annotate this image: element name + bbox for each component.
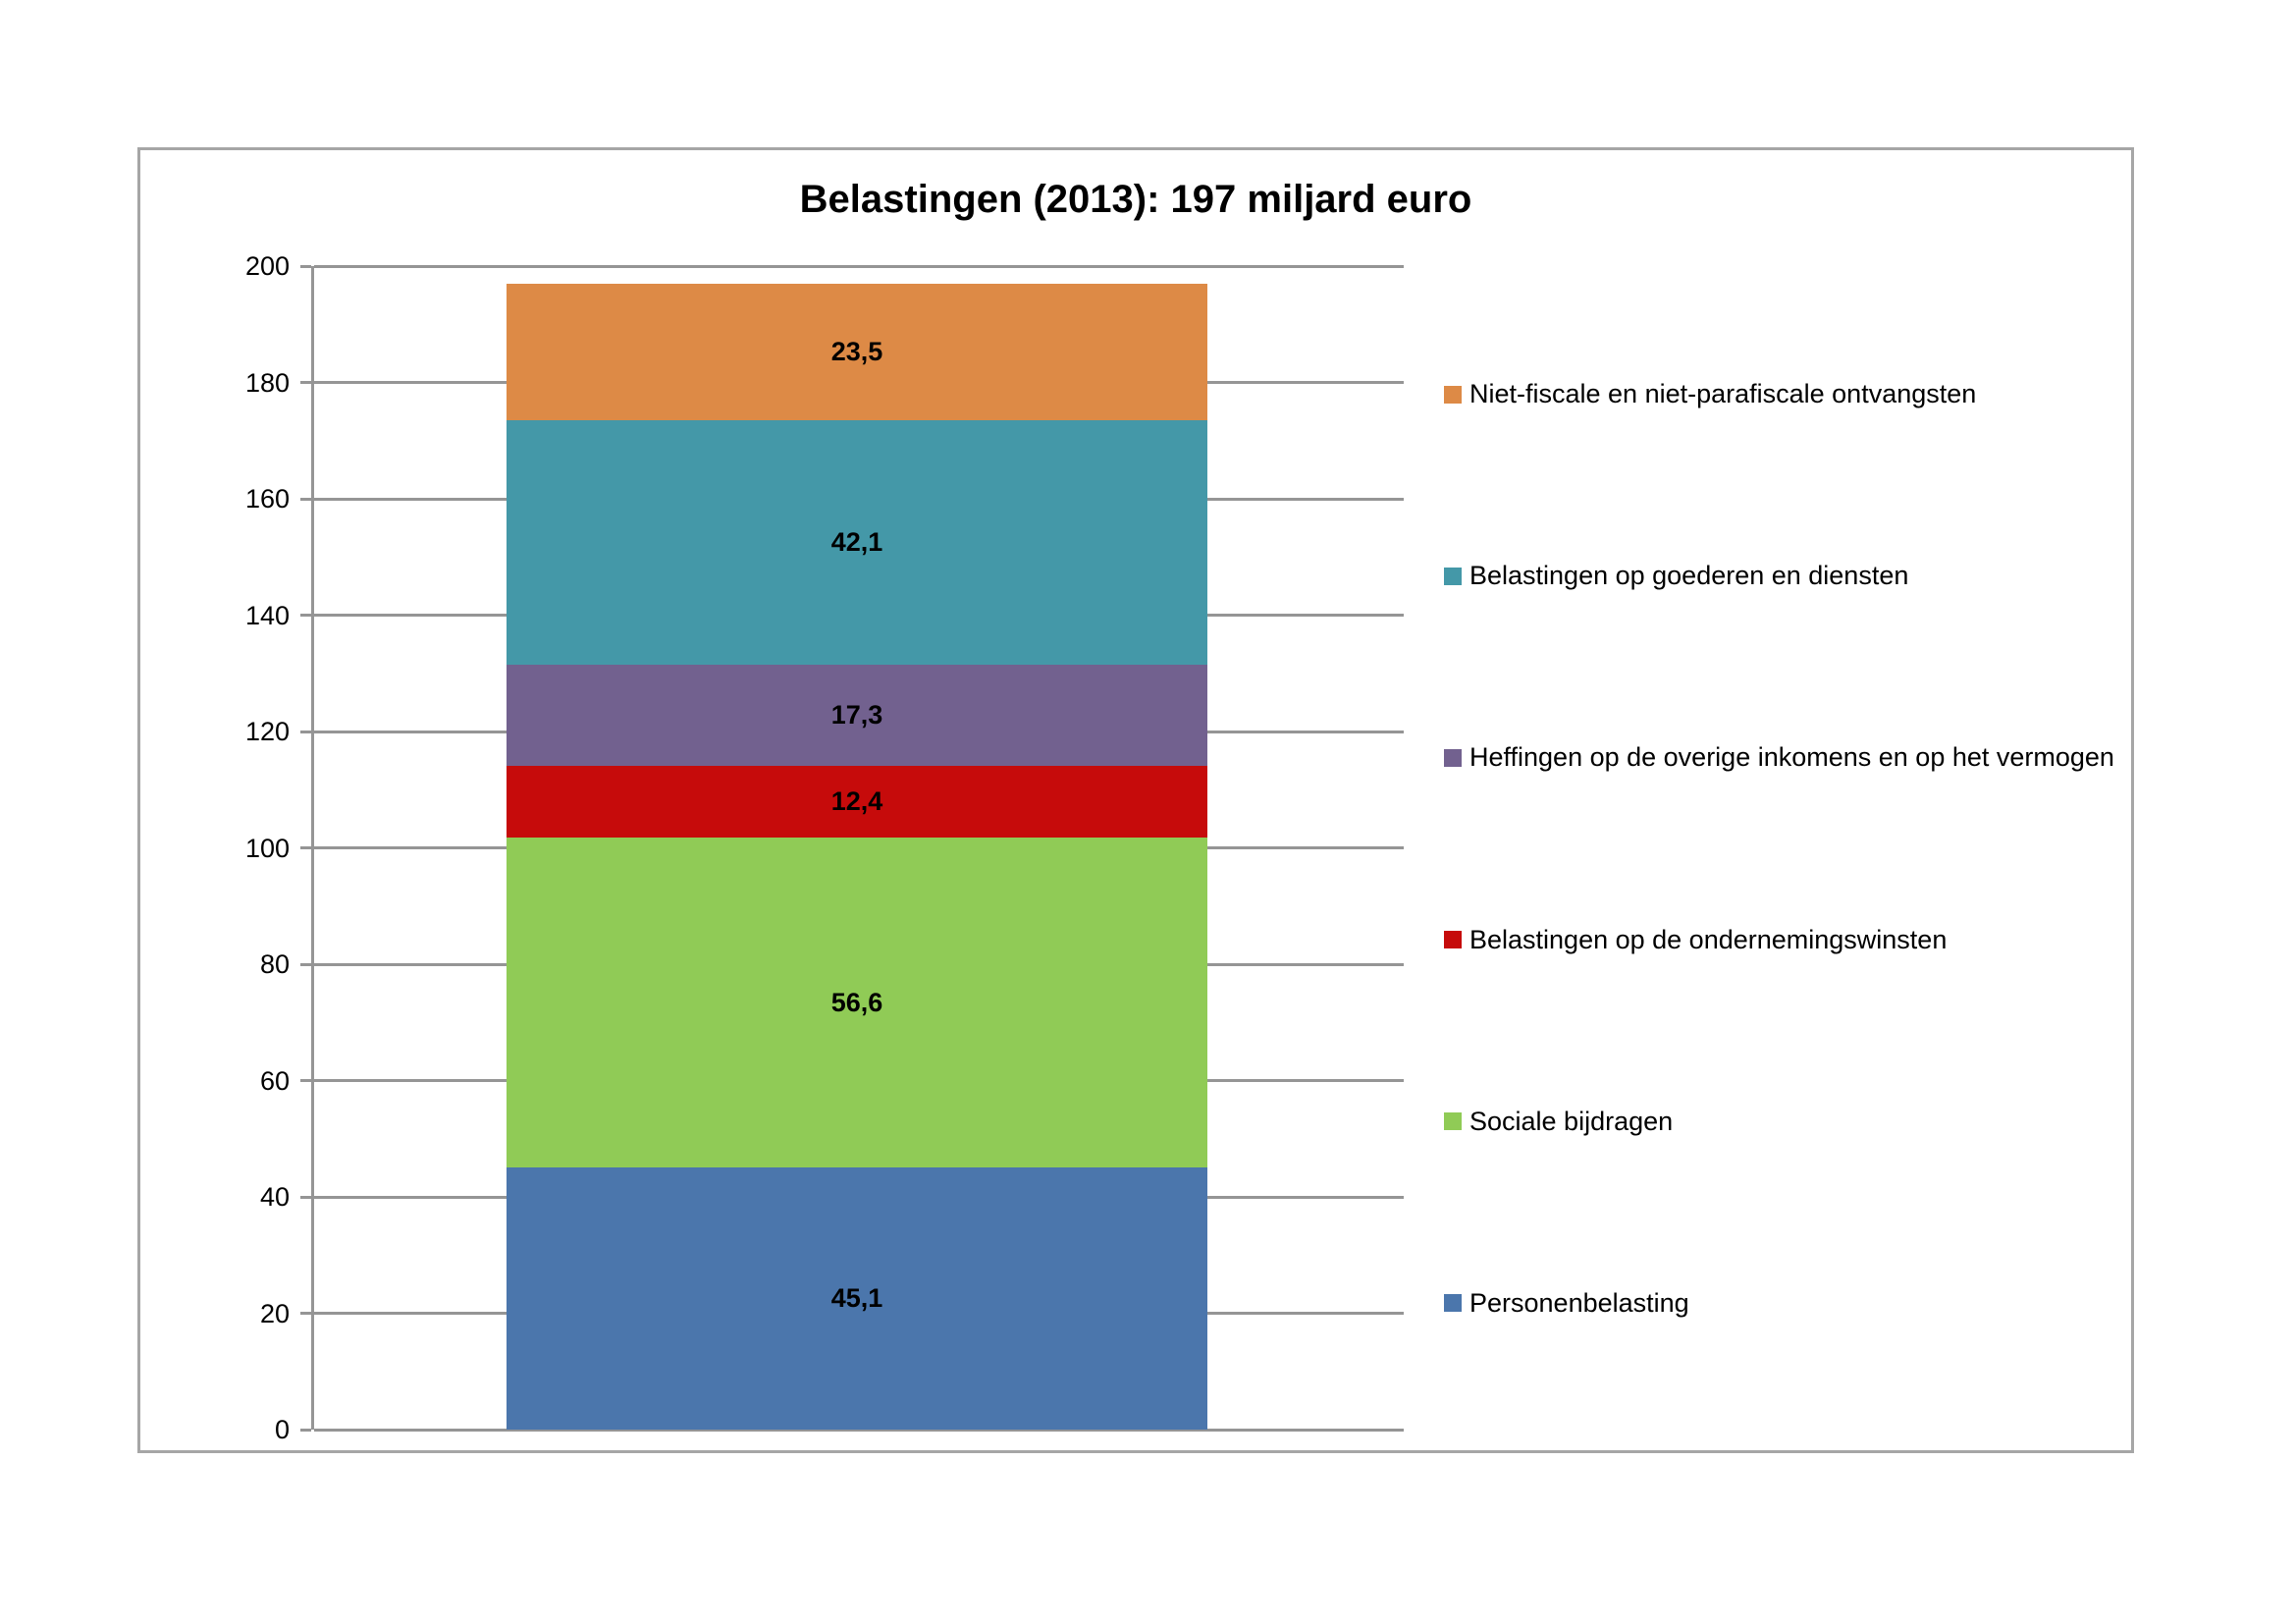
y-tick-80 — [300, 962, 311, 966]
legend-item-1: Belastingen op goederen en diensten — [1444, 485, 2131, 667]
y-axis-line — [311, 266, 314, 1430]
bar-segment-value-label: 42,1 — [830, 527, 883, 558]
y-tick-label-140: 140 — [244, 600, 290, 630]
legend-swatch-icon — [1444, 385, 1462, 404]
legend: Niet-fiscale en niet-parafiscale ontvang… — [1444, 303, 2131, 1394]
y-tick-label-200: 200 — [244, 251, 290, 281]
bar-segment-value-label: 56,6 — [830, 987, 883, 1017]
legend-swatch-icon — [1444, 567, 1462, 585]
bar-segment-1: 56,6 — [507, 838, 1207, 1167]
y-tick-label-80: 80 — [259, 949, 290, 979]
legend-item-label: Personenbelasting — [1469, 1287, 1689, 1318]
gridline-0 — [314, 1428, 1404, 1432]
legend-item-5: Personenbelasting — [1444, 1213, 2131, 1394]
bar-segment-value-label: 45,1 — [830, 1282, 883, 1313]
legend-item-label: Sociale bijdragen — [1469, 1106, 1674, 1136]
y-tick-40 — [300, 1195, 311, 1199]
legend-item-0: Niet-fiscale en niet-parafiscale ontvang… — [1444, 303, 2131, 485]
chart-frame: Belastingen (2013): 197 miljard euro 0 20… — [137, 147, 2134, 1453]
legend-item-2: Heffingen op de overige inkomens en op h… — [1444, 667, 2131, 848]
y-tick-label-160: 160 — [244, 484, 290, 514]
legend-swatch-icon — [1444, 1294, 1462, 1313]
y-tick-label-100: 100 — [244, 833, 290, 863]
y-tick-60 — [300, 1079, 311, 1082]
legend-item-4: Sociale bijdragen — [1444, 1031, 2131, 1213]
legend-item-3: Belastingen op de ondernemingswinsten — [1444, 849, 2131, 1031]
plot-area: 0 20 40 60 80 100 120 140 160 180 200 45,1 56,6 12,4… — [245, 251, 1404, 1444]
y-tick-180 — [300, 381, 311, 384]
bar-segment-0: 45,1 — [507, 1166, 1207, 1430]
stacked-bar: 45,1 56,6 12,4 17,3 42,1 23,5 — [507, 266, 1207, 1430]
y-tick-200 — [300, 264, 311, 268]
chart-title: Belastingen (2013): 197 miljard euro — [799, 178, 1472, 221]
legend-swatch-icon — [1444, 748, 1462, 767]
y-tick-100 — [300, 846, 311, 849]
legend-item-label: Heffingen op de overige inkomens en op h… — [1469, 742, 2114, 773]
y-tick-140 — [300, 614, 311, 617]
legend-swatch-icon — [1444, 1112, 1462, 1131]
gridline-200 — [314, 264, 1404, 268]
legend-item-label: Belastingen op de ondernemingswinsten — [1469, 924, 1948, 954]
bar-segment-value-label: 23,5 — [830, 336, 883, 366]
y-tick-120 — [300, 730, 311, 733]
y-tick-0 — [300, 1428, 311, 1432]
y-tick-label-0: 0 — [274, 1415, 290, 1444]
y-tick-160 — [300, 497, 311, 501]
bar-segment-2: 12,4 — [507, 765, 1207, 839]
y-tick-label-60: 60 — [259, 1065, 290, 1096]
legend-swatch-icon — [1444, 931, 1462, 949]
y-tick-label-40: 40 — [259, 1182, 290, 1212]
y-tick-label-180: 180 — [244, 367, 290, 398]
bar-segment-4: 42,1 — [507, 420, 1207, 666]
y-tick-20 — [300, 1312, 311, 1315]
y-tick-label-120: 120 — [244, 717, 290, 746]
bar-segment-value-label: 17,3 — [830, 700, 883, 731]
bar-segment-5: 23,5 — [507, 283, 1207, 421]
y-tick-label-20: 20 — [259, 1298, 290, 1328]
legend-item-label: Belastingen op goederen en diensten — [1469, 561, 1909, 591]
bar-segment-value-label: 12,4 — [830, 786, 883, 817]
legend-item-label: Niet-fiscale en niet-parafiscale ontvang… — [1469, 379, 1977, 409]
bar-segment-3: 17,3 — [507, 665, 1207, 766]
